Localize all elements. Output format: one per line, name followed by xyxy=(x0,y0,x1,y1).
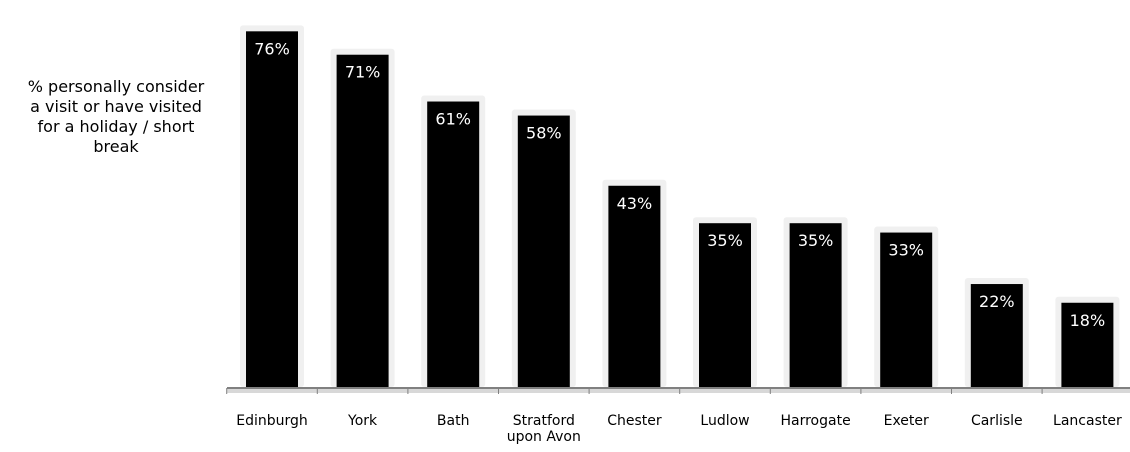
bar xyxy=(517,115,570,387)
data-label: 61% xyxy=(435,110,471,129)
data-label: 35% xyxy=(707,231,743,250)
data-label: 35% xyxy=(798,231,834,250)
x-tick-label: Carlisle xyxy=(971,413,1023,429)
bar xyxy=(789,223,842,387)
bar xyxy=(699,223,751,387)
data-label: 71% xyxy=(345,63,381,82)
data-label: 58% xyxy=(526,124,562,143)
data-label: 22% xyxy=(979,292,1015,311)
data-label: 33% xyxy=(888,241,924,260)
bar xyxy=(336,54,389,387)
x-tick-label: Bath xyxy=(437,413,470,429)
bar xyxy=(1061,302,1114,387)
x-tick-label: York xyxy=(347,413,378,429)
data-label: 18% xyxy=(1070,311,1106,330)
x-tick-label: Stratford upon Avon xyxy=(507,413,581,445)
bar xyxy=(880,232,933,387)
x-tick-label: Ludlow xyxy=(700,413,749,429)
bar xyxy=(608,185,661,387)
x-tick-label: Lancaster xyxy=(1053,413,1122,429)
x-tick-label: Edinburgh xyxy=(236,413,308,429)
data-label: 76% xyxy=(254,39,290,58)
bar xyxy=(427,101,480,388)
x-tick-label: Exeter xyxy=(884,413,929,429)
x-tick-label: Harrogate xyxy=(780,413,850,429)
bar xyxy=(246,31,298,387)
data-label: 43% xyxy=(617,194,653,213)
x-tick-label: Chester xyxy=(607,413,662,429)
series-label: % personally consider a visit or have vi… xyxy=(27,77,205,156)
axis-shadow xyxy=(227,387,1130,393)
bar xyxy=(970,284,1023,387)
